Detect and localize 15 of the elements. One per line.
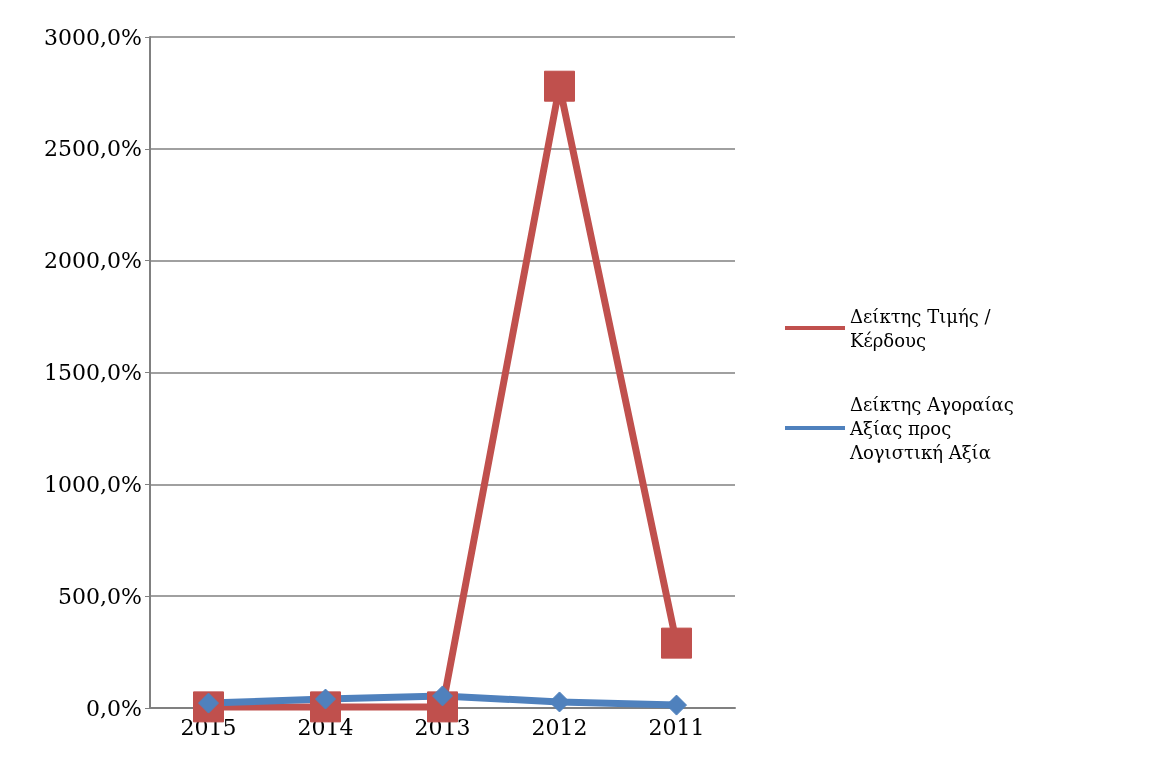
x-tick-label: 2011 bbox=[648, 714, 705, 740]
point bbox=[544, 70, 575, 102]
y-tick-label: 500,0% bbox=[58, 583, 142, 609]
y-tick-label: 2000,0% bbox=[44, 248, 142, 274]
point bbox=[549, 691, 570, 713]
x-tick-label: 2012 bbox=[531, 714, 588, 740]
point bbox=[666, 694, 687, 716]
y-tick-label: 0,0% bbox=[86, 695, 142, 721]
y-tick-label: 1000,0% bbox=[44, 471, 142, 497]
y-tick-label: 2500,0% bbox=[44, 136, 142, 162]
legend-label: Δείκτης Αγοραίας Αξίας προς Λογιστική Αξία bbox=[849, 393, 1020, 463]
y-tick-label: 1500,0% bbox=[44, 360, 142, 385]
y-tick-label: 3000,0% bbox=[44, 24, 142, 50]
point bbox=[661, 627, 692, 659]
legend-label: Δείκτης Τιμής / Κέρδους bbox=[850, 305, 997, 351]
